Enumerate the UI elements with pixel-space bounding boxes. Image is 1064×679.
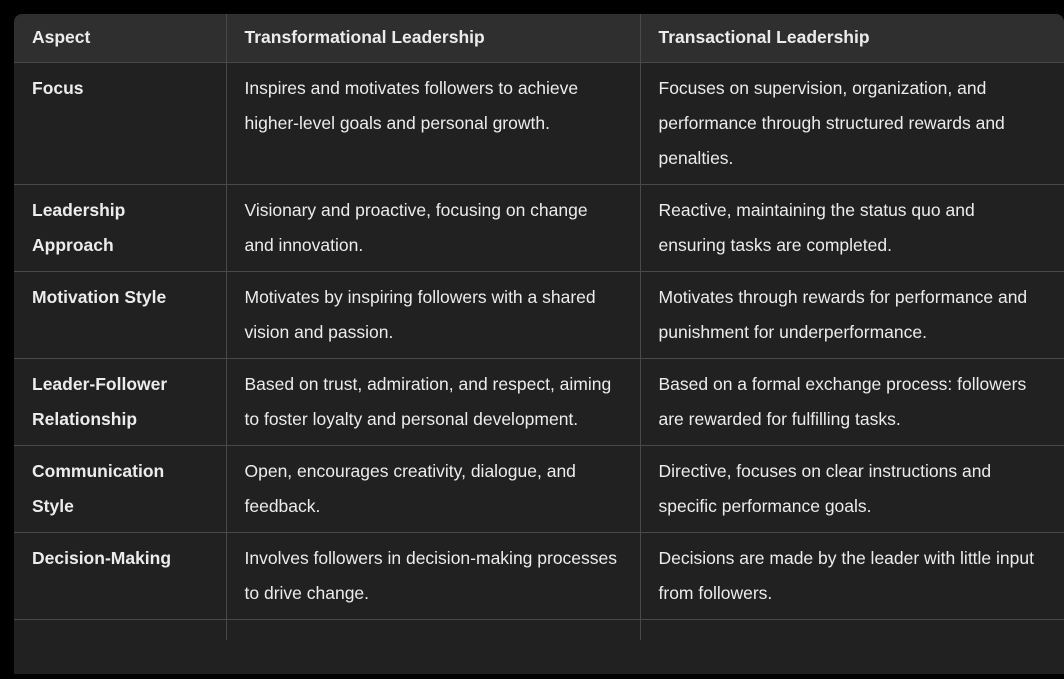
transformational-cell: Motivates by inspiring followers with a …	[226, 271, 641, 359]
aspect-cell: Focus	[14, 62, 227, 185]
table-header: Aspect Transformational Leadership Trans…	[14, 14, 1064, 63]
table-row: Leadership Approach Visionary and proact…	[14, 184, 1064, 272]
transformational-cell: Visionary and proactive, focusing on cha…	[226, 184, 641, 272]
transactional-cell: Based on a formal exchange process: foll…	[640, 358, 1064, 446]
transactional-cell: Reactive, maintaining the status quo and…	[640, 184, 1064, 272]
header-row: Aspect Transformational Leadership Trans…	[14, 14, 1064, 63]
table-row: Decision-Making Involves followers in de…	[14, 532, 1064, 620]
transactional-cell: Motivates through rewards for performanc…	[640, 271, 1064, 359]
header-aspect: Aspect	[14, 14, 227, 63]
table-row: Focus Inspires and motivates followers t…	[14, 62, 1064, 185]
table-body: Focus Inspires and motivates followers t…	[14, 62, 1064, 640]
table-row-cutoff	[14, 619, 1064, 640]
header-transformational: Transformational Leadership	[226, 14, 641, 63]
transactional-cell: Directive, focuses on clear instructions…	[640, 445, 1064, 533]
transactional-cell: Decisions are made by the leader with li…	[640, 532, 1064, 620]
transformational-cell: Involves followers in decision-making pr…	[226, 532, 641, 620]
bottom-edge	[0, 674, 1064, 679]
table-row: Communication Style Open, encourages cre…	[14, 445, 1064, 533]
aspect-cell: Decision-Making	[14, 532, 227, 620]
transformational-cell: Inspires and motivates followers to achi…	[226, 62, 641, 185]
aspect-cell: Communication Style	[14, 445, 227, 533]
aspect-cell: Leadership Approach	[14, 184, 227, 272]
transformational-cell: Based on trust, admiration, and respect,…	[226, 358, 641, 446]
header-transactional: Transactional Leadership	[640, 14, 1064, 63]
transformational-cell	[226, 619, 641, 640]
table-row: Motivation Style Motivates by inspiring …	[14, 271, 1064, 359]
comparison-table: Aspect Transformational Leadership Trans…	[14, 14, 1064, 640]
transactional-cell: Focuses on supervision, organization, an…	[640, 62, 1064, 185]
aspect-cell: Leader-Follower Relationship	[14, 358, 227, 446]
transactional-cell	[640, 619, 1064, 640]
table-row: Leader-Follower Relationship Based on tr…	[14, 358, 1064, 446]
comparison-table-container: Aspect Transformational Leadership Trans…	[14, 14, 1064, 674]
aspect-cell	[14, 619, 227, 640]
aspect-cell: Motivation Style	[14, 271, 227, 359]
transformational-cell: Open, encourages creativity, dialogue, a…	[226, 445, 641, 533]
